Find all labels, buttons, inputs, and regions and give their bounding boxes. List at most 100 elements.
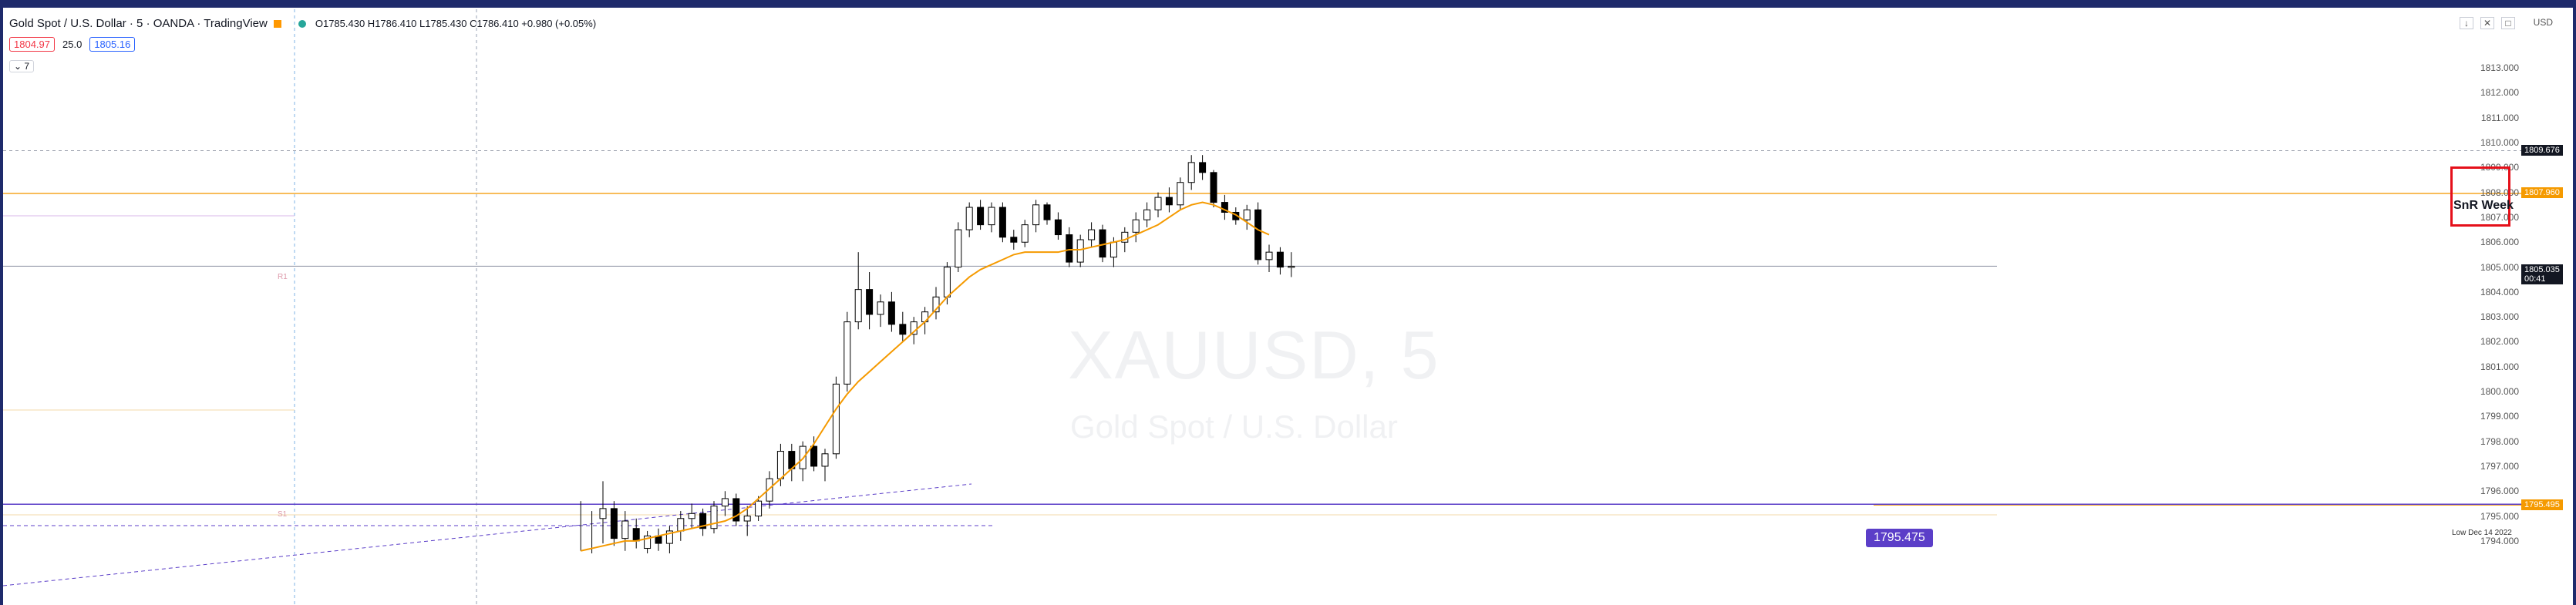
low-price-tag: 1795.495 (2521, 499, 2563, 510)
symbol-watermark: XAUUSD, 5 (1068, 317, 1440, 393)
candle-body (1165, 197, 1173, 206)
maximize-icon[interactable]: □ (2501, 17, 2515, 29)
candle-body (932, 296, 940, 313)
candle-body (1043, 204, 1051, 220)
candle-body (1010, 237, 1018, 243)
buy-button[interactable]: 1805.16 (89, 37, 136, 52)
candle-body (599, 508, 607, 519)
candle-body (1143, 209, 1151, 220)
symbol-name-watermark: Gold Spot / U.S. Dollar (1070, 408, 1398, 445)
collapse-icon[interactable]: ✕ (2480, 17, 2494, 29)
currency-label[interactable]: USD (2533, 17, 2553, 28)
candle-body (1276, 251, 1284, 268)
candle-body (998, 207, 1006, 238)
purple-level-label[interactable]: 1795.475 (1866, 529, 1933, 547)
candle-body (710, 506, 718, 529)
crosshair-price-tag: 1809.676 (2521, 144, 2563, 156)
price-scale-label: 1799.000 (2480, 411, 2519, 422)
price-scale-label: 1811.000 (2480, 112, 2519, 123)
price-scale-label: 1802.000 (2480, 336, 2519, 348)
candle-body (644, 535, 652, 550)
price-scale-label: 1800.000 (2480, 386, 2519, 398)
candle-body (1021, 224, 1029, 243)
price-scale-label: 1804.000 (2480, 286, 2519, 297)
candle-body (721, 498, 729, 507)
candle-body (955, 229, 962, 268)
symbol-legend: Gold Spot / U.S. Dollar · 5 · OANDA · Tr… (9, 17, 596, 30)
candle-body (1076, 239, 1084, 263)
low-label: Low Dec 14 2022 (2452, 529, 2512, 537)
price-scale-label: 1801.000 (2480, 361, 2519, 372)
candle-body (866, 289, 874, 315)
candle-body (699, 513, 707, 529)
indicators-toggle[interactable]: ⌄ 7 (9, 60, 35, 72)
candle-body (1187, 162, 1195, 183)
spread-value: 25.0 (62, 39, 82, 50)
level-price-tag: 1807.960 (2521, 187, 2563, 198)
price-scale-label: 1806.000 (2480, 237, 2519, 248)
price-scale-label: 1795.000 (2480, 510, 2519, 522)
snr-label: SnR Week (2453, 199, 2514, 212)
indicator-count: 7 (24, 61, 30, 72)
candle-body (887, 301, 895, 325)
candle-body (832, 383, 840, 455)
candle-body (821, 453, 829, 467)
candle-body (1210, 172, 1217, 203)
candle-body (844, 321, 851, 385)
quote-panel: 1804.97 25.0 1805.16 (9, 37, 136, 52)
candle-body (1154, 197, 1162, 210)
candle-body (732, 498, 740, 522)
candle-body (610, 508, 618, 539)
candle-body (1199, 162, 1207, 173)
candle-body (899, 324, 907, 335)
candle-body (877, 301, 884, 315)
candle-body (965, 207, 973, 230)
ohlc-values: O1785.430 H1786.410 L1785.430 C1786.410 … (315, 18, 597, 29)
candle-body (977, 207, 985, 226)
candle-body (1121, 231, 1129, 243)
candle-body (1243, 209, 1251, 220)
candle-body (755, 500, 763, 517)
fib-label-a: R1 (278, 273, 288, 281)
candle-body (1288, 265, 1295, 268)
trend-line (2, 483, 972, 587)
fib-label-b: S1 (278, 510, 288, 519)
arrow-down-icon[interactable]: ↓ (2460, 17, 2473, 29)
candle-body (621, 520, 629, 539)
candle-body (1032, 204, 1040, 226)
candle-body (854, 289, 862, 323)
price-scale-label: 1797.000 (2480, 460, 2519, 472)
price-scale-label: 1813.000 (2480, 62, 2519, 74)
candle-body (1132, 219, 1140, 233)
candle-body (743, 516, 751, 522)
candle-body (1221, 202, 1228, 213)
current-price-tag: 1805.035 00:41 (2521, 264, 2563, 285)
price-scale-label: 1794.000 (2480, 535, 2519, 546)
candle-body (810, 445, 818, 467)
candle-body (1088, 229, 1096, 240)
market-open-icon (298, 19, 306, 28)
price-scale-label: 1798.000 (2480, 435, 2519, 447)
candle-body (1066, 234, 1073, 263)
candle-body (1254, 209, 1262, 260)
moving-average-line (580, 201, 1270, 552)
price-scale-label: 1803.000 (2480, 311, 2519, 323)
candle-body (1265, 251, 1273, 260)
symbol-title[interactable]: Gold Spot / U.S. Dollar · 5 · OANDA · Tr… (9, 17, 268, 30)
snr-rectangle[interactable] (2450, 166, 2510, 227)
candle-body (988, 207, 995, 226)
sell-button[interactable]: 1804.97 (9, 37, 55, 52)
bar-countdown: 00:41 (2524, 274, 2546, 284)
price-scale-label: 1805.000 (2480, 261, 2519, 273)
price-scale-label: 1796.000 (2480, 486, 2519, 497)
current-price: 1805.035 (2524, 265, 2560, 275)
candle-body (1177, 182, 1184, 206)
candle-body (665, 530, 673, 544)
price-scale-label: 1812.000 (2480, 87, 2519, 99)
candle-body (1054, 219, 1062, 236)
price-scale-label: 1810.000 (2480, 137, 2519, 149)
candle-body (688, 513, 695, 519)
candle-body (766, 478, 773, 502)
